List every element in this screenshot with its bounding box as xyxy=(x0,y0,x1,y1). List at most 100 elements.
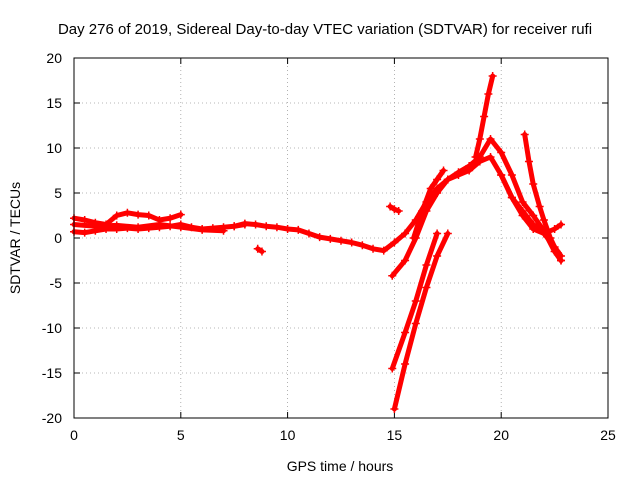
x-tick-label: 20 xyxy=(493,427,509,443)
data-point xyxy=(465,162,474,170)
data-point xyxy=(497,148,506,157)
series-arc-8 xyxy=(497,171,566,238)
data-point xyxy=(326,234,335,243)
x-axis-label: GPS time / hours xyxy=(287,458,394,474)
data-point xyxy=(411,319,420,328)
data-point xyxy=(409,234,418,242)
data-point xyxy=(480,112,489,121)
series-arc-10 xyxy=(386,202,403,215)
data-point xyxy=(401,256,410,265)
data-point xyxy=(388,271,397,280)
data-point xyxy=(546,234,555,242)
data-point xyxy=(507,171,516,179)
data-point xyxy=(433,252,442,260)
data-point xyxy=(112,211,121,220)
data-point xyxy=(253,244,262,253)
y-tick-label: -20 xyxy=(42,410,62,426)
data-point xyxy=(219,226,228,235)
data-point xyxy=(454,168,463,177)
chart-title: Day 276 of 2019, Sidereal Day-to-day VTE… xyxy=(58,21,592,38)
data-point xyxy=(518,198,527,206)
data-point xyxy=(433,229,442,238)
x-tick-label: 25 xyxy=(600,427,616,443)
x-tick-label: 10 xyxy=(280,427,296,443)
data-point xyxy=(91,222,100,231)
data-point xyxy=(443,229,452,238)
x-tick-label: 0 xyxy=(70,427,78,443)
data-point xyxy=(144,211,153,220)
series-trace xyxy=(391,231,451,412)
data-point xyxy=(155,220,164,229)
data-point xyxy=(475,135,484,143)
data-point xyxy=(315,233,324,242)
plot-frame xyxy=(73,57,609,419)
y-axis-label: SDTVAR / TECUs xyxy=(7,182,23,294)
plot-area xyxy=(70,72,566,413)
data-point xyxy=(433,175,442,184)
x-tick-label: 15 xyxy=(387,427,403,443)
data-point xyxy=(390,205,399,214)
y-tick-label: 5 xyxy=(54,185,62,201)
data-point xyxy=(390,405,399,413)
data-point xyxy=(439,166,448,175)
data-point xyxy=(535,202,544,211)
data-point xyxy=(358,241,367,250)
data-point xyxy=(272,223,281,232)
data-point xyxy=(433,189,442,197)
y-tick-label: -5 xyxy=(50,275,63,291)
data-point xyxy=(520,130,529,139)
series-arc-7 xyxy=(471,72,497,161)
data-point xyxy=(507,193,516,202)
data-point xyxy=(304,229,313,238)
data-point xyxy=(471,153,480,161)
data-point xyxy=(426,184,435,193)
data-point xyxy=(550,225,559,233)
data-point xyxy=(80,228,89,237)
data-point xyxy=(379,246,388,255)
data-point xyxy=(257,247,266,256)
data-point xyxy=(518,211,527,220)
data-point xyxy=(386,202,395,211)
series-arc-11 xyxy=(253,244,266,256)
data-point xyxy=(294,225,303,234)
series-arc-4 xyxy=(409,166,448,242)
series-arc-5 xyxy=(388,229,442,373)
x-tick-label: 5 xyxy=(177,427,185,443)
data-point xyxy=(401,360,410,368)
data-point xyxy=(418,207,427,215)
series-arc-9 xyxy=(520,130,566,265)
data-point xyxy=(484,90,493,98)
data-point xyxy=(529,225,538,233)
data-point xyxy=(524,157,533,166)
data-point xyxy=(422,261,431,269)
data-point xyxy=(123,208,132,217)
data-point xyxy=(488,72,497,80)
data-point xyxy=(422,283,431,292)
data-point xyxy=(557,256,566,265)
y-tick-label: 15 xyxy=(46,95,62,111)
data-point xyxy=(529,211,538,220)
data-point xyxy=(390,238,399,247)
data-point xyxy=(497,171,506,179)
data-point xyxy=(443,175,452,184)
ticks: 0 5 10 15 20 25 -20 -15 -10 -5 0 5 10 15 20 xyxy=(42,50,616,443)
data-point xyxy=(369,244,378,253)
data-point xyxy=(394,207,403,215)
data-point xyxy=(388,364,397,373)
data-point xyxy=(347,238,356,247)
data-point xyxy=(401,229,410,238)
data-point xyxy=(486,153,495,161)
data-point xyxy=(240,219,249,228)
data-point xyxy=(134,210,143,219)
data-point xyxy=(230,222,239,231)
data-point xyxy=(411,297,420,305)
data-point xyxy=(134,223,143,232)
data-point xyxy=(539,216,548,224)
data-point xyxy=(176,223,185,232)
y-tick-label: -15 xyxy=(42,365,62,381)
y-tick-label: 20 xyxy=(46,50,62,66)
data-point xyxy=(176,210,185,219)
data-point xyxy=(262,222,271,231)
series-arc-6 xyxy=(390,229,452,413)
